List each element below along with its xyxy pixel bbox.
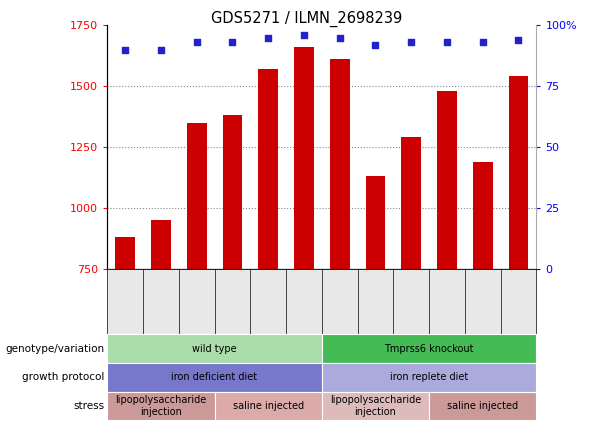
Point [156,47,166,53]
Text: iron replete diet: iron replete diet [390,372,468,382]
Point [406,39,416,46]
Text: lipopolysaccharide
injection: lipopolysaccharide injection [115,395,207,417]
Text: lipopolysaccharide
injection: lipopolysaccharide injection [330,395,421,417]
Bar [365,176,386,269]
Text: saline injected: saline injected [447,401,519,411]
Bar [509,77,528,269]
Text: ▶: ▶ [107,372,114,382]
Text: genotype/variation: genotype/variation [5,343,104,354]
Point [478,39,488,46]
Bar [151,220,171,269]
Text: growth protocol: growth protocol [22,372,104,382]
Bar [330,60,349,269]
Point [299,32,309,38]
Text: GDS5271 / ILMN_2698239: GDS5271 / ILMN_2698239 [211,11,402,27]
Point [370,41,380,48]
Text: ▶: ▶ [107,401,114,411]
Text: stress: stress [73,401,104,411]
Text: iron deficient diet: iron deficient diet [172,372,257,382]
Bar [187,123,207,269]
Bar [258,69,278,269]
Point [335,34,345,41]
Point [442,39,452,46]
Bar [223,115,242,269]
Text: wild type: wild type [192,343,237,354]
Bar [294,47,314,269]
Bar [473,162,493,269]
Bar [115,237,135,269]
Bar [402,137,421,269]
Point [264,34,273,41]
Text: saline injected: saline injected [232,401,304,411]
Text: Tmprss6 knockout: Tmprss6 knockout [384,343,474,354]
Point [514,37,524,44]
Point [120,47,130,53]
Point [227,39,237,46]
Text: ▶: ▶ [107,343,114,354]
Point [192,39,202,46]
Bar [437,91,457,269]
